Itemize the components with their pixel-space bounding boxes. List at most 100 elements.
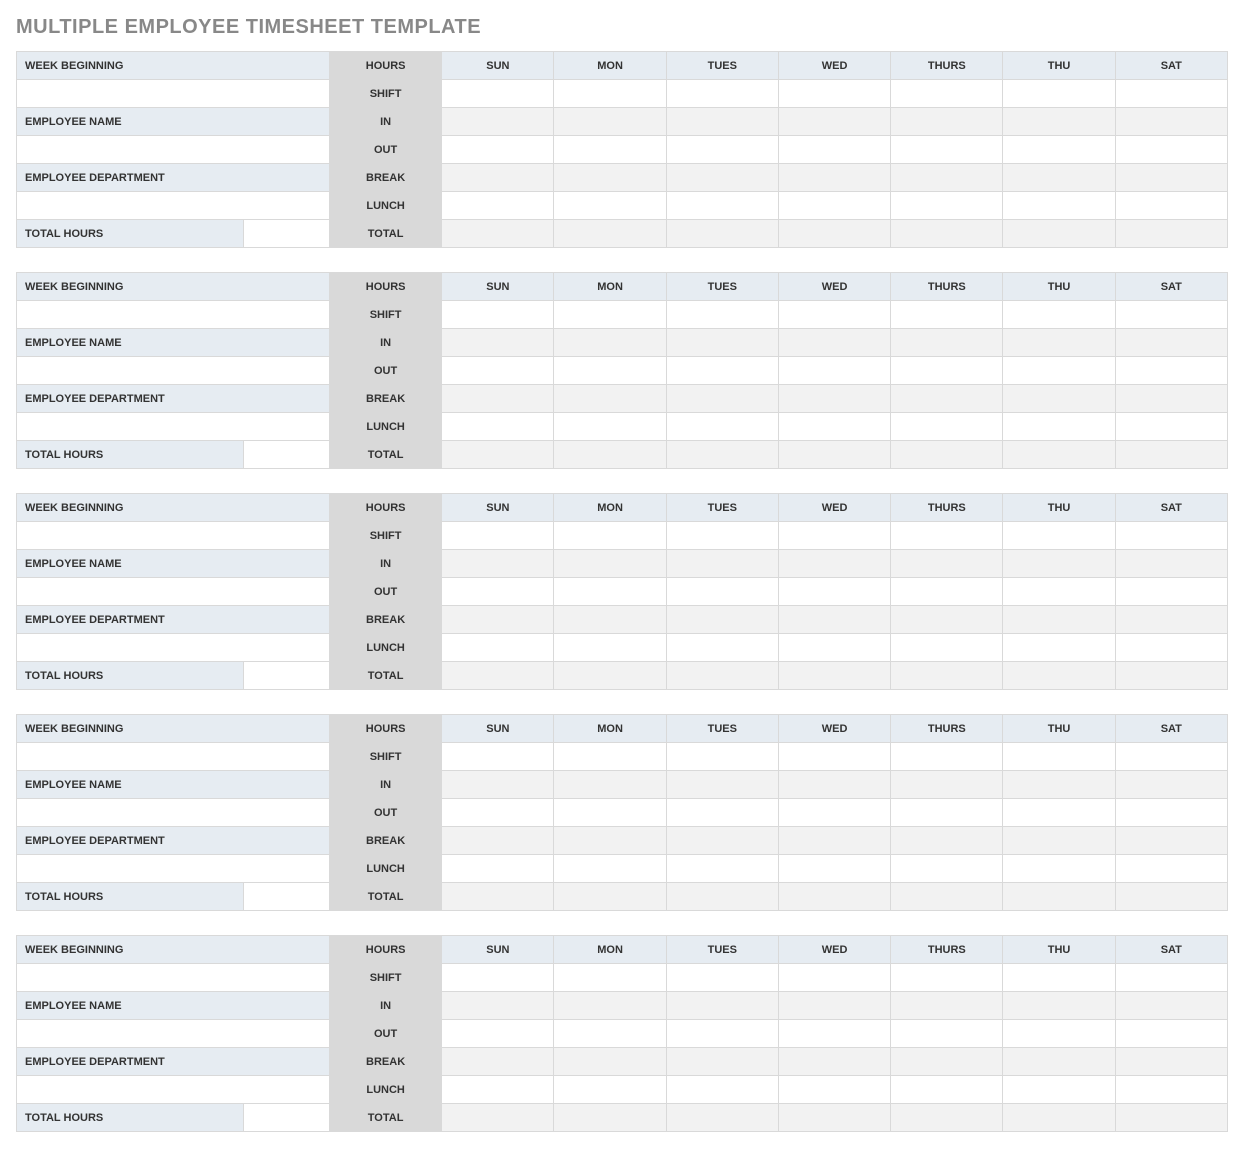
data-cell[interactable] xyxy=(554,164,666,192)
data-cell[interactable] xyxy=(666,1020,778,1048)
data-cell[interactable] xyxy=(891,771,1003,799)
data-cell[interactable] xyxy=(1003,108,1115,136)
data-cell[interactable] xyxy=(666,855,778,883)
data-cell[interactable] xyxy=(891,164,1003,192)
data-cell[interactable] xyxy=(442,883,554,911)
data-cell[interactable] xyxy=(1115,441,1227,469)
data-cell[interactable] xyxy=(1115,522,1227,550)
data-cell[interactable] xyxy=(554,1020,666,1048)
data-cell[interactable] xyxy=(1003,1104,1115,1132)
data-cell[interactable] xyxy=(778,883,890,911)
data-cell[interactable] xyxy=(1003,1076,1115,1104)
data-cell[interactable] xyxy=(891,1076,1003,1104)
data-cell[interactable] xyxy=(442,1104,554,1132)
data-cell[interactable] xyxy=(778,1076,890,1104)
data-cell[interactable] xyxy=(891,385,1003,413)
data-cell[interactable] xyxy=(1115,1020,1227,1048)
data-cell[interactable] xyxy=(1003,413,1115,441)
data-cell[interactable] xyxy=(778,441,890,469)
data-cell[interactable] xyxy=(554,606,666,634)
data-cell[interactable] xyxy=(666,964,778,992)
data-cell[interactable] xyxy=(666,329,778,357)
total-hours-value[interactable] xyxy=(243,662,329,690)
data-cell[interactable] xyxy=(1003,385,1115,413)
data-cell[interactable] xyxy=(1003,827,1115,855)
data-cell[interactable] xyxy=(666,578,778,606)
data-cell[interactable] xyxy=(666,522,778,550)
data-cell[interactable] xyxy=(1115,108,1227,136)
data-cell[interactable] xyxy=(666,1076,778,1104)
data-cell[interactable] xyxy=(891,1048,1003,1076)
data-cell[interactable] xyxy=(778,550,890,578)
data-cell[interactable] xyxy=(1003,550,1115,578)
data-cell[interactable] xyxy=(891,301,1003,329)
data-cell[interactable] xyxy=(554,522,666,550)
data-cell[interactable] xyxy=(778,413,890,441)
data-cell[interactable] xyxy=(554,662,666,690)
data-cell[interactable] xyxy=(778,192,890,220)
data-cell[interactable] xyxy=(891,441,1003,469)
data-cell[interactable] xyxy=(1003,136,1115,164)
data-cell[interactable] xyxy=(891,357,1003,385)
data-cell[interactable] xyxy=(1115,883,1227,911)
data-cell[interactable] xyxy=(778,992,890,1020)
data-cell[interactable] xyxy=(778,827,890,855)
data-cell[interactable] xyxy=(778,522,890,550)
data-cell[interactable] xyxy=(666,357,778,385)
data-cell[interactable] xyxy=(554,220,666,248)
data-cell[interactable] xyxy=(891,827,1003,855)
data-cell[interactable] xyxy=(891,578,1003,606)
data-cell[interactable] xyxy=(554,992,666,1020)
data-cell[interactable] xyxy=(778,329,890,357)
data-cell[interactable] xyxy=(442,441,554,469)
data-cell[interactable] xyxy=(442,964,554,992)
data-cell[interactable] xyxy=(1003,1020,1115,1048)
data-cell[interactable] xyxy=(1003,606,1115,634)
data-cell[interactable] xyxy=(554,550,666,578)
data-cell[interactable] xyxy=(442,827,554,855)
left-value-cell[interactable] xyxy=(17,855,330,883)
data-cell[interactable] xyxy=(1115,329,1227,357)
data-cell[interactable] xyxy=(891,1020,1003,1048)
data-cell[interactable] xyxy=(442,799,554,827)
data-cell[interactable] xyxy=(1003,80,1115,108)
data-cell[interactable] xyxy=(442,385,554,413)
data-cell[interactable] xyxy=(666,220,778,248)
data-cell[interactable] xyxy=(666,771,778,799)
left-value-cell[interactable] xyxy=(17,522,330,550)
data-cell[interactable] xyxy=(666,1104,778,1132)
data-cell[interactable] xyxy=(1115,550,1227,578)
data-cell[interactable] xyxy=(778,136,890,164)
data-cell[interactable] xyxy=(554,883,666,911)
data-cell[interactable] xyxy=(1003,301,1115,329)
data-cell[interactable] xyxy=(778,578,890,606)
data-cell[interactable] xyxy=(666,550,778,578)
data-cell[interactable] xyxy=(442,108,554,136)
data-cell[interactable] xyxy=(442,357,554,385)
total-hours-value[interactable] xyxy=(243,220,329,248)
data-cell[interactable] xyxy=(1115,80,1227,108)
data-cell[interactable] xyxy=(891,662,1003,690)
data-cell[interactable] xyxy=(778,1020,890,1048)
data-cell[interactable] xyxy=(1003,634,1115,662)
data-cell[interactable] xyxy=(554,771,666,799)
data-cell[interactable] xyxy=(1115,220,1227,248)
data-cell[interactable] xyxy=(554,1104,666,1132)
data-cell[interactable] xyxy=(1003,329,1115,357)
data-cell[interactable] xyxy=(1115,385,1227,413)
data-cell[interactable] xyxy=(554,964,666,992)
data-cell[interactable] xyxy=(891,855,1003,883)
data-cell[interactable] xyxy=(442,771,554,799)
data-cell[interactable] xyxy=(891,883,1003,911)
data-cell[interactable] xyxy=(554,827,666,855)
data-cell[interactable] xyxy=(1003,164,1115,192)
data-cell[interactable] xyxy=(1003,522,1115,550)
data-cell[interactable] xyxy=(666,301,778,329)
data-cell[interactable] xyxy=(442,578,554,606)
data-cell[interactable] xyxy=(442,662,554,690)
total-hours-value[interactable] xyxy=(243,883,329,911)
data-cell[interactable] xyxy=(442,1076,554,1104)
data-cell[interactable] xyxy=(442,413,554,441)
data-cell[interactable] xyxy=(1003,441,1115,469)
data-cell[interactable] xyxy=(1115,1104,1227,1132)
